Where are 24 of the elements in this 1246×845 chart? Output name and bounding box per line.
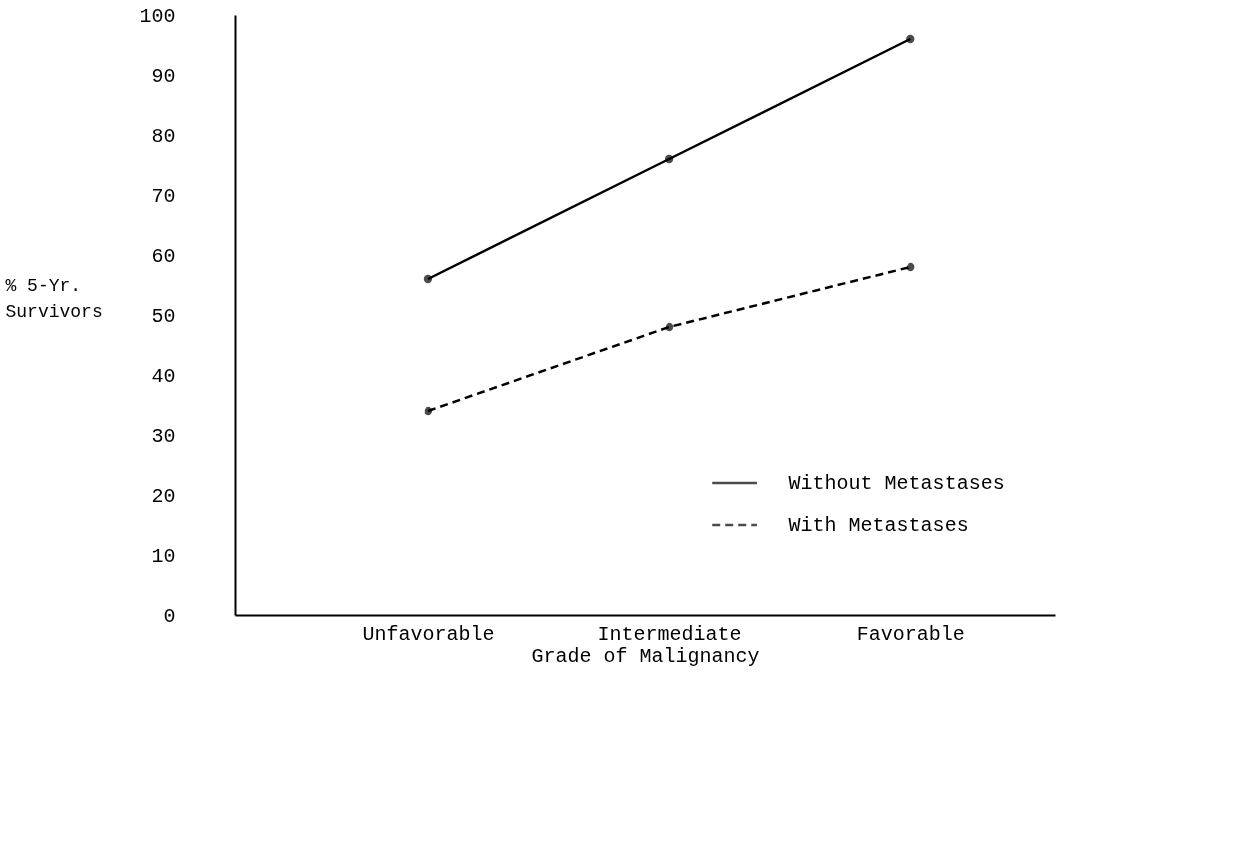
y-tick-label: 10 [151,544,176,568]
point [664,154,674,164]
y-tick-label: 70 [151,184,176,208]
point [423,274,433,284]
x-tick-label: Intermediate [597,622,742,646]
y-tick-label: 40 [151,364,176,388]
legend-label: With Metastases [788,514,969,537]
y-tick-label: 100 [139,4,176,28]
point [664,322,674,332]
y-tick-label: 30 [151,424,176,448]
y-tick-label: 60 [151,244,176,268]
y-tick-label: 80 [151,124,176,148]
x-tick-label: Unfavorable [362,622,495,646]
point [906,34,915,44]
y-tick-label: 20 [151,484,176,508]
point [906,262,915,272]
y-tick-label: 50 [151,304,176,328]
y-axis-title: % 5-Yr. Survivors [5,275,103,322]
legend-label: Without Metastases [788,472,1005,495]
x-tick-label: Favorable [856,622,965,646]
point [423,406,433,416]
y-tick-label: 0 [163,604,176,628]
y-tick-label: 90 [151,64,176,88]
x-axis-title: Grade of Malignancy [531,644,760,668]
